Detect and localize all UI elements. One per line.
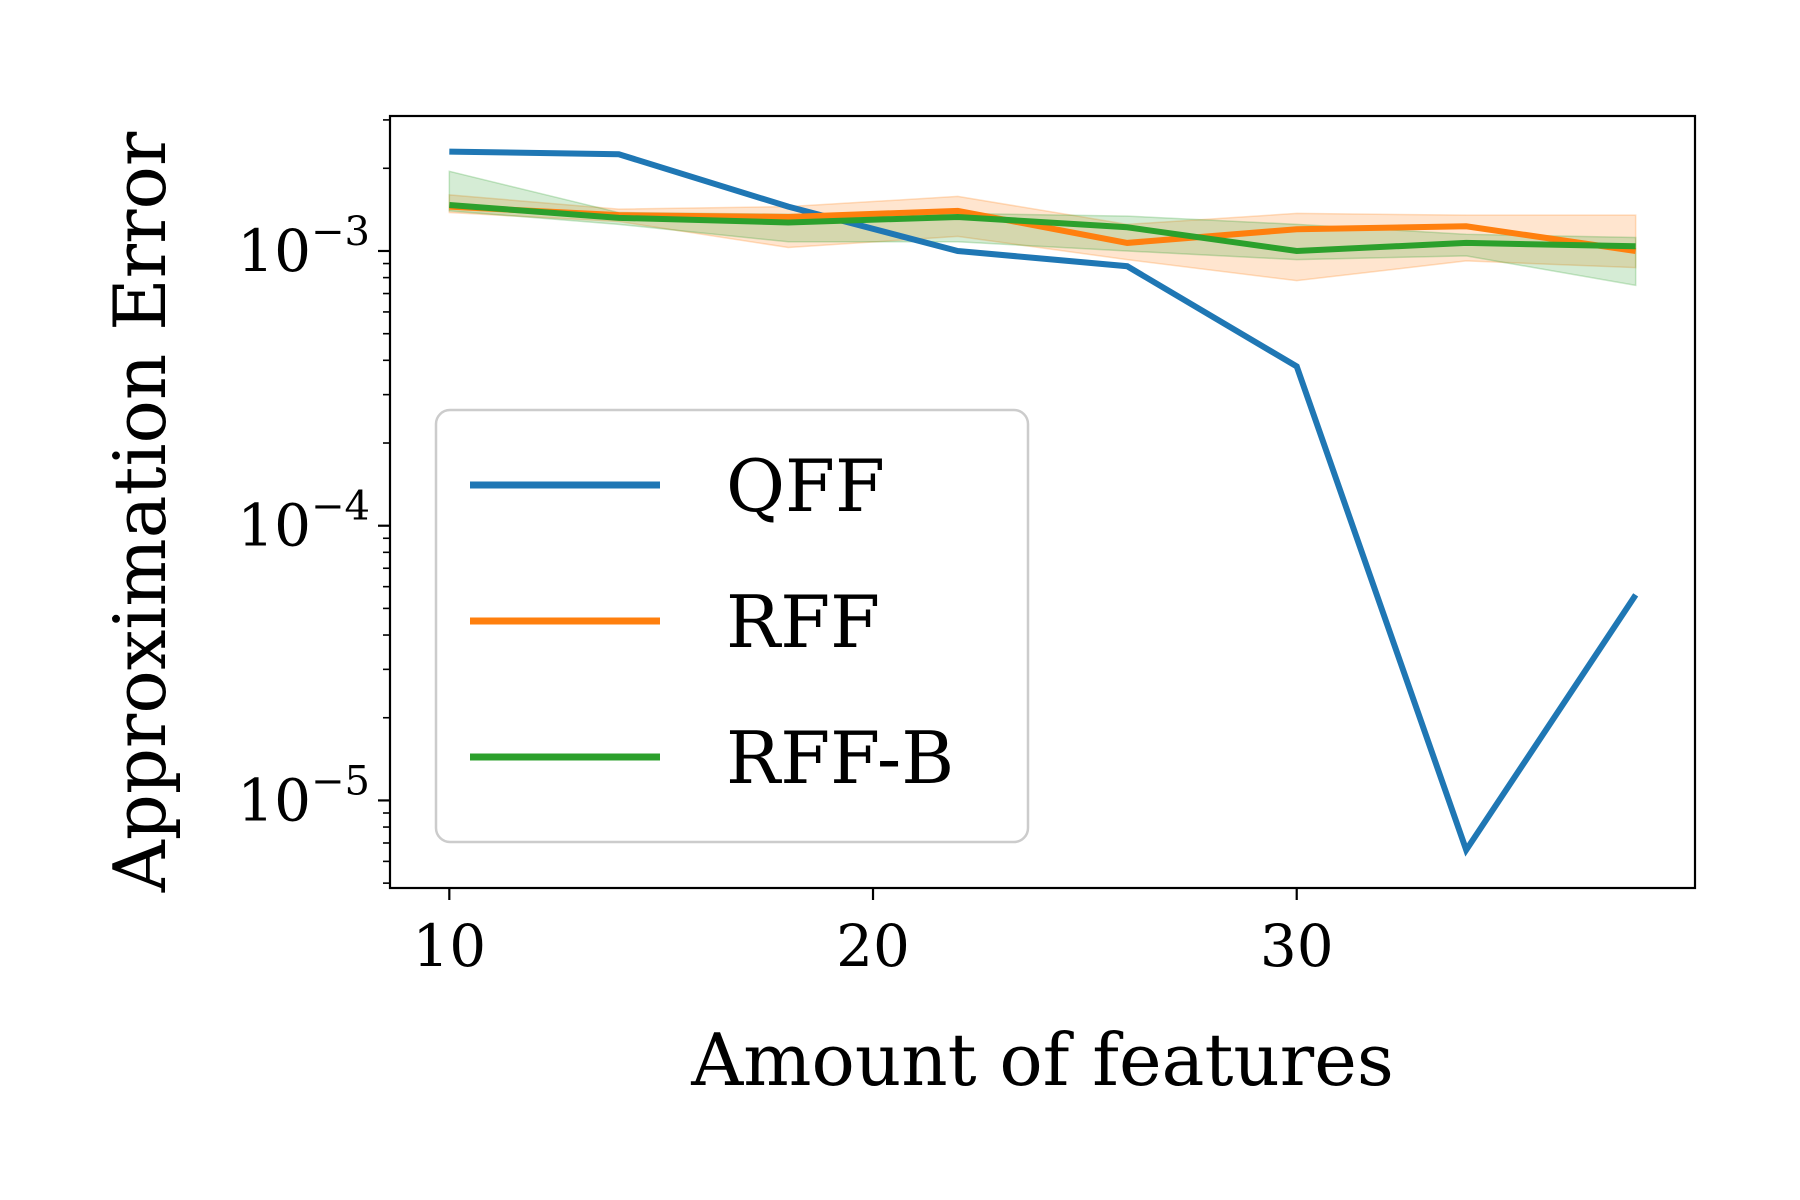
y-tick-label-base: 10 <box>237 766 311 834</box>
series-line-rff <box>449 203 1637 254</box>
y-tick-label-base: 10 <box>237 492 311 560</box>
legend-frame <box>434 408 1030 844</box>
y-tick-label: 10−3 <box>237 209 370 285</box>
x-axis-label: Amount of features <box>690 1018 1394 1102</box>
y-tick-label-exponent: −4 <box>311 484 370 530</box>
legend-item-rff-b: RFF-B <box>470 716 954 800</box>
series-lines <box>449 148 1639 857</box>
legend-item-qff: QFF <box>470 444 885 528</box>
y-axis-ticks: 10−510−410−3 <box>237 209 390 834</box>
legend-label: RFF-B <box>726 716 954 800</box>
y-tick-label: 10−4 <box>237 484 370 560</box>
x-tick-label: 30 <box>1260 912 1334 980</box>
legend-label: QFF <box>726 444 885 528</box>
y-tick-label: 10−5 <box>237 758 370 834</box>
series-line-rff-b <box>449 202 1636 254</box>
x-tick-label: 20 <box>836 912 910 980</box>
plot-frame <box>388 114 1697 890</box>
legend-item-rff: RFF <box>470 580 880 664</box>
legend: QFF RFF RFF-B <box>434 408 1030 844</box>
x-axis-ticks: 10 20 30 <box>412 888 1334 980</box>
legend-label: RFF <box>726 580 880 664</box>
y-axis-label: Approximation Error <box>98 131 182 893</box>
y-tick-label-exponent: −5 <box>311 758 370 804</box>
x-tick-label: 10 <box>412 912 486 980</box>
y-tick-label-exponent: −3 <box>311 209 370 255</box>
y-minor-ticks <box>383 119 390 884</box>
y-tick-label-base: 10 <box>237 217 311 285</box>
series-line-qff <box>449 148 1639 857</box>
